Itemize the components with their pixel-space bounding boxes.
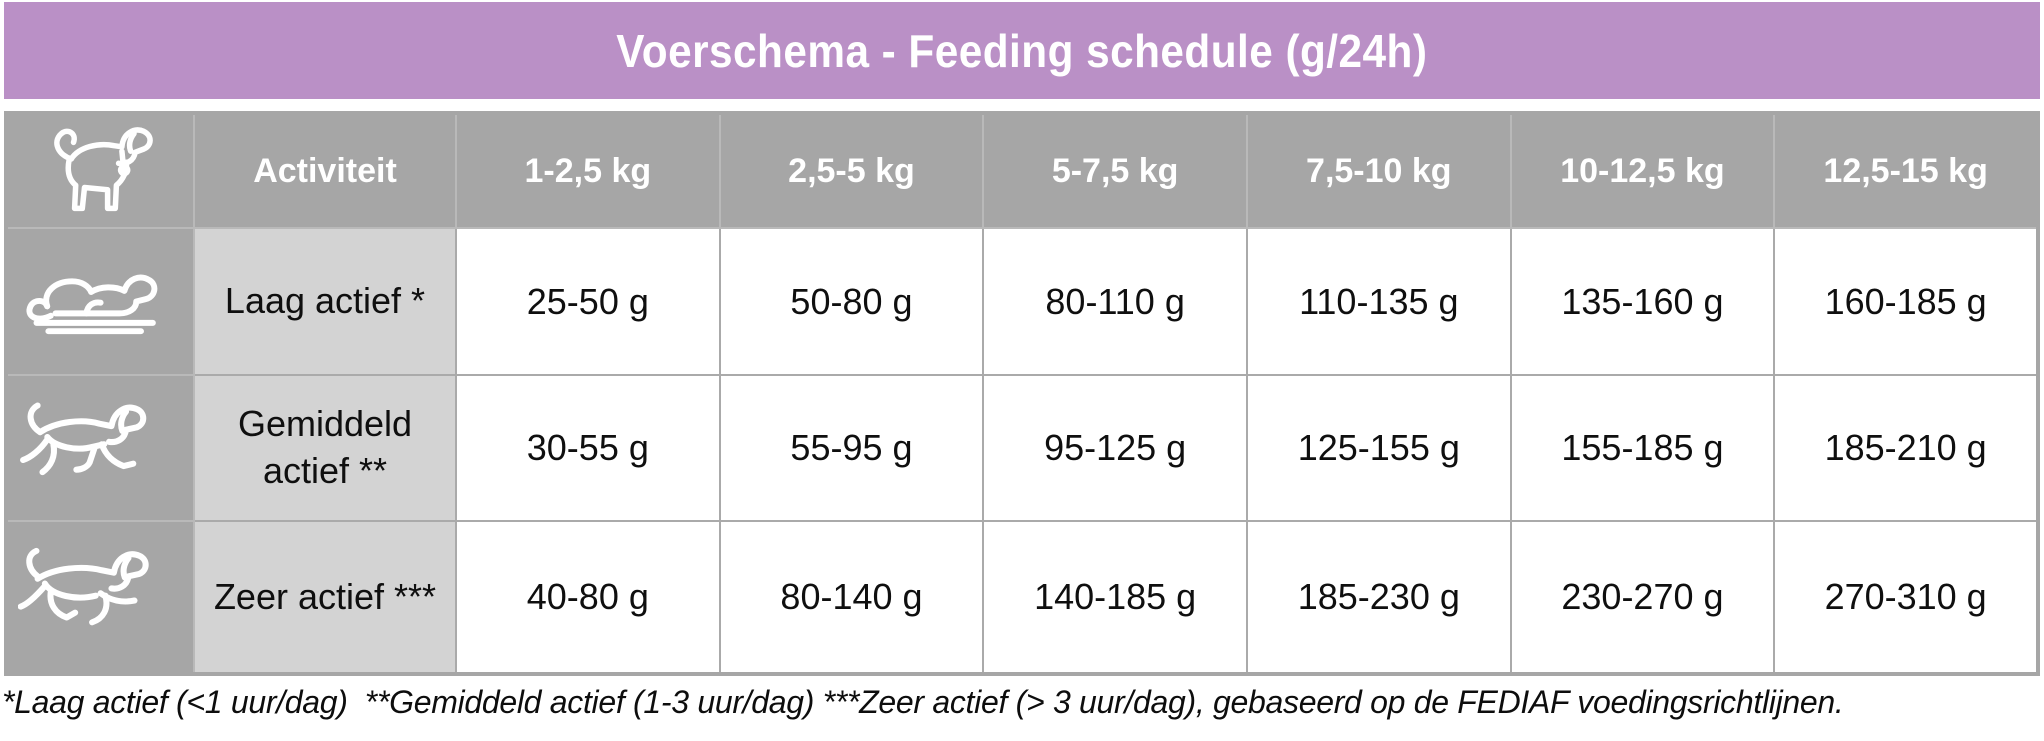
feeding-value: 125-155 g	[1245, 374, 1512, 522]
feeding-value: 135-160 g	[1509, 227, 1776, 376]
row-icon-cell	[5, 374, 195, 522]
feeding-value: 185-230 g	[1245, 520, 1512, 675]
trotting-dog-icon	[20, 402, 147, 475]
feeding-value: 80-140 g	[718, 520, 985, 675]
activity-label: Laag actief *	[193, 227, 457, 376]
feeding-value: 55-95 g	[718, 374, 985, 522]
feeding-schedule-table: Activiteit 1-2,5 kg 2,5-5 kg 5-7,5 kg 7,…	[4, 111, 2040, 676]
title-banner: Voerschema - Feeding schedule (g/24h)	[4, 2, 2040, 99]
column-header-weight-5: 10-12,5 kg	[1509, 112, 1776, 229]
column-header-weight-1: 1-2,5 kg	[455, 112, 721, 229]
column-header-activity: Activiteit	[193, 112, 457, 229]
feeding-value: 95-125 g	[982, 374, 1248, 522]
row-icon-cell	[5, 227, 195, 376]
corner-icon-cell	[5, 112, 195, 229]
standing-dog-icon	[53, 127, 153, 212]
feeding-value: 110-135 g	[1245, 227, 1512, 376]
header-row: Activiteit 1-2,5 kg 2,5-5 kg 5-7,5 kg 7,…	[5, 112, 2039, 229]
activity-label: Gemiddeld actief **	[193, 374, 457, 522]
running-dog-icon	[18, 547, 149, 625]
row-icon-cell	[5, 520, 195, 675]
feeding-value: 160-185 g	[1773, 227, 2039, 376]
feeding-value: 185-210 g	[1773, 374, 2039, 522]
activity-label: Zeer actief ***	[193, 520, 457, 675]
table-row-gemiddeld-actief: Gemiddeld actief ** 30-55 g 55-95 g 95-1…	[5, 374, 2039, 522]
table-row-laag-actief: Laag actief * 25-50 g 50-80 g 80-110 g 1…	[5, 227, 2039, 376]
feeding-value: 140-185 g	[982, 520, 1248, 675]
feeding-value: 25-50 g	[455, 227, 721, 376]
page-title: Voerschema - Feeding schedule (g/24h)	[616, 24, 1428, 77]
feeding-value: 155-185 g	[1509, 374, 1776, 522]
feeding-value: 30-55 g	[455, 374, 721, 522]
column-header-weight-3: 5-7,5 kg	[982, 112, 1248, 229]
feeding-value: 40-80 g	[455, 520, 721, 675]
footnote: *Laag actief (<1 uur/dag) **Gemiddeld ac…	[2, 684, 1844, 720]
column-header-weight-6: 12,5-15 kg	[1773, 112, 2039, 229]
feeding-value: 50-80 g	[718, 227, 985, 376]
column-header-weight-2: 2,5-5 kg	[718, 112, 985, 229]
lying-dog-icon	[26, 274, 158, 335]
feeding-value: 270-310 g	[1773, 520, 2039, 675]
feeding-value: 230-270 g	[1509, 520, 1776, 675]
feeding-value: 80-110 g	[982, 227, 1248, 376]
column-header-weight-4: 7,5-10 kg	[1245, 112, 1512, 229]
table-row-zeer-actief: Zeer actief *** 40-80 g 80-140 g 140-185…	[5, 520, 2039, 675]
